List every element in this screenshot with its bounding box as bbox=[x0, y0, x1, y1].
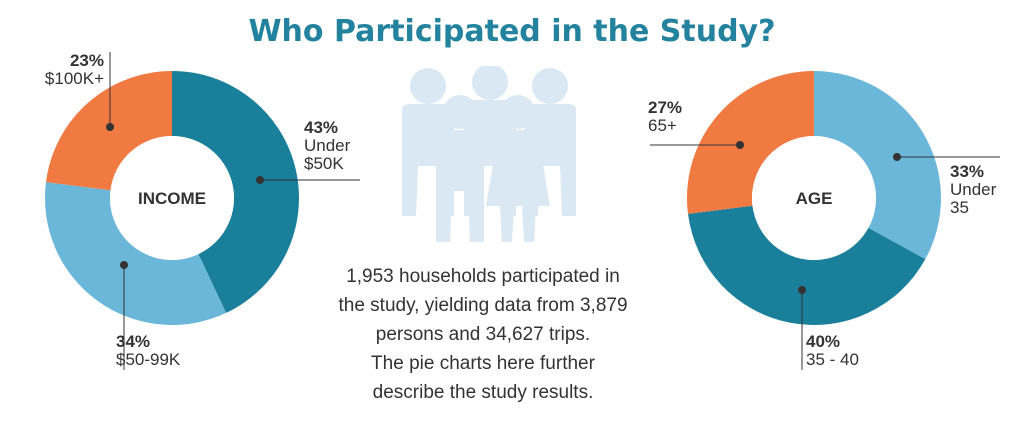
income-callout-100k-plus: 23% $100K+ bbox=[38, 52, 104, 88]
callout-leaders bbox=[106, 52, 1000, 370]
slice-category-label: $50-99K bbox=[116, 350, 181, 369]
slice-category-label: $50K bbox=[304, 154, 344, 173]
donut-slice bbox=[814, 71, 941, 260]
slice-category-label: 35 bbox=[950, 198, 969, 217]
age-center-label: AGE bbox=[796, 189, 833, 208]
slice-pct-label: 23% bbox=[69, 51, 104, 70]
callout-leader-dot bbox=[893, 153, 901, 161]
donut-hole bbox=[110, 136, 234, 260]
slice-pct-label: 43% bbox=[304, 118, 339, 137]
slice-pct-label: 40% bbox=[806, 332, 841, 351]
age-donut-chart bbox=[687, 71, 941, 326]
slice-category-label: 65+ bbox=[648, 116, 677, 135]
study-description: 1,953 households participated in the stu… bbox=[318, 262, 648, 407]
slice-pct-label: 27% bbox=[648, 98, 683, 117]
donut-hole bbox=[752, 136, 876, 260]
slice-pct-label: 33% bbox=[950, 162, 985, 181]
callout-leader-dot bbox=[106, 123, 114, 131]
description-line: The pie charts here further bbox=[371, 353, 595, 374]
age-callout-35-40: 40% 35 - 40 bbox=[806, 333, 859, 369]
description-line: the study, yielding data from 3,879 bbox=[338, 295, 628, 316]
description-line: 1,953 households participated in bbox=[346, 266, 620, 287]
income-callout-50-99k: 34% $50-99K bbox=[116, 333, 180, 369]
age-callout-under-35: 33% Under 35 bbox=[950, 163, 996, 217]
age-callout-65-plus: 27% 65+ bbox=[648, 99, 682, 135]
slice-category-label: Under bbox=[950, 180, 997, 199]
donut-slice bbox=[688, 205, 926, 326]
donut-slice bbox=[45, 182, 227, 325]
slice-category-label: $100K+ bbox=[44, 69, 104, 88]
callout-leader-dot bbox=[120, 261, 128, 269]
slice-category-label: 35 - 40 bbox=[806, 350, 859, 369]
callout-leader-dot bbox=[256, 176, 264, 184]
callout-leader-dot bbox=[736, 141, 744, 149]
page-title: Who Participated in the Study? bbox=[248, 14, 776, 49]
description-line: persons and 34,627 trips. bbox=[375, 324, 591, 345]
description-line: describe the study results. bbox=[372, 382, 594, 403]
donut-slice bbox=[687, 71, 814, 214]
donut-slice bbox=[172, 71, 299, 313]
people-group-icon bbox=[402, 66, 576, 242]
slice-pct-label: 34% bbox=[116, 332, 151, 351]
callout-leader-dot bbox=[798, 286, 806, 294]
income-callout-under-50k: 43% Under $50K bbox=[304, 119, 350, 173]
income-center-label: INCOME bbox=[138, 189, 206, 208]
slice-category-label: Under bbox=[304, 136, 351, 155]
